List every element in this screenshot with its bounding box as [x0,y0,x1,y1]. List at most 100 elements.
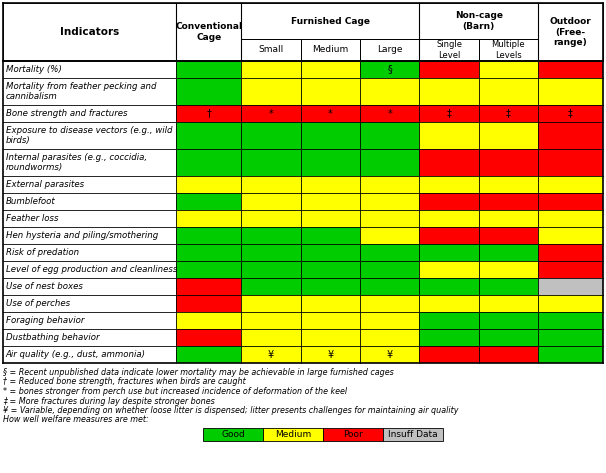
Text: ¥ = Variable, depending on whether loose litter is dispensed; litter presents ch: ¥ = Variable, depending on whether loose… [3,406,459,415]
Text: Foraging behavior: Foraging behavior [5,316,84,325]
Bar [301,244,360,261]
Bar [301,346,360,363]
Bar [419,210,479,227]
Bar [3,105,176,122]
Bar [241,244,301,261]
Bar [301,278,360,295]
Text: ‡ = More fractures during lay despite stronger bones: ‡ = More fractures during lay despite st… [3,396,215,405]
Bar [301,122,360,149]
Bar [301,295,360,312]
Bar [419,149,479,176]
Text: †: † [207,108,211,119]
Bar [241,227,301,244]
Bar [360,278,419,295]
Text: ‡: ‡ [447,108,451,119]
Bar [360,261,419,278]
Bar [419,3,538,39]
Text: † = Reduced bone strength, fractures when birds are caught: † = Reduced bone strength, fractures whe… [3,377,246,386]
Text: Indicators: Indicators [60,27,119,37]
Bar [479,346,538,363]
Bar [360,149,419,176]
Bar [241,61,301,78]
Bar [3,176,176,193]
Bar [241,193,301,210]
Bar [241,176,301,193]
Bar [419,295,479,312]
Bar [176,105,241,122]
Bar [479,261,538,278]
Text: Poor: Poor [343,430,363,439]
Bar [176,329,241,346]
Bar [479,149,538,176]
Bar [301,261,360,278]
Text: Hen hysteria and piling/smothering: Hen hysteria and piling/smothering [5,231,158,240]
Text: Internal parasites (e.g., coccidia,
roundworms): Internal parasites (e.g., coccidia, roun… [5,153,147,172]
Bar [241,312,301,329]
Text: Bumblefoot: Bumblefoot [5,197,55,206]
Bar [479,329,538,346]
Bar [241,261,301,278]
Bar [419,278,479,295]
Bar [176,3,241,61]
Bar [360,176,419,193]
Bar [3,329,176,346]
Bar [360,244,419,261]
Bar [479,78,538,105]
Bar [176,61,241,78]
Bar [3,278,176,295]
Bar [323,428,383,441]
Bar [419,312,479,329]
Bar [301,39,360,61]
Bar [538,105,603,122]
Bar [479,227,538,244]
Text: Non-cage
(Barn): Non-cage (Barn) [454,11,502,31]
Text: Dustbathing behavior: Dustbathing behavior [5,333,99,342]
Text: Outdoor
(Free-
range): Outdoor (Free- range) [550,17,591,47]
Bar [419,122,479,149]
Bar [538,295,603,312]
Text: Medium: Medium [312,45,348,54]
Bar [479,61,538,78]
Bar [3,61,176,78]
Bar [538,312,603,329]
Bar [176,295,241,312]
Bar [241,295,301,312]
Bar [301,210,360,227]
Text: Air quality (e.g., dust, ammonia): Air quality (e.g., dust, ammonia) [5,350,145,359]
Bar [241,122,301,149]
Text: *: * [387,108,392,119]
Bar [419,39,479,61]
Bar [241,329,301,346]
Bar [419,227,479,244]
Bar [176,244,241,261]
Text: Level of egg production and cleanliness: Level of egg production and cleanliness [5,265,177,274]
Bar [360,105,419,122]
Bar [241,105,301,122]
Text: Multiple
Levels: Multiple Levels [491,40,525,60]
Bar [3,149,176,176]
Bar [176,122,241,149]
Bar [538,210,603,227]
Text: External parasites: External parasites [5,180,84,189]
Bar [479,244,538,261]
Bar [419,346,479,363]
Bar [419,176,479,193]
Bar [360,193,419,210]
Bar [301,78,360,105]
Text: Mortality (%): Mortality (%) [5,65,61,74]
Bar [538,149,603,176]
Text: Large: Large [377,45,402,54]
Bar [241,149,301,176]
Bar [538,329,603,346]
Bar [301,105,360,122]
Bar [301,61,360,78]
Text: ¥: ¥ [327,350,333,359]
Text: Furnished Cage: Furnished Cage [291,17,370,26]
Text: Single
Level: Single Level [436,40,462,60]
Bar [419,261,479,278]
Bar [3,244,176,261]
Bar [176,78,241,105]
Bar [3,78,176,105]
Bar [360,346,419,363]
Bar [360,61,419,78]
